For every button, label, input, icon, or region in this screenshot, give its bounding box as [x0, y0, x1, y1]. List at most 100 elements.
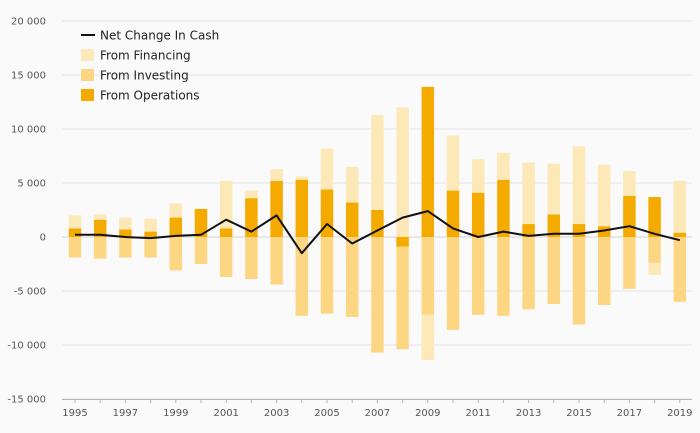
bar-from-operations	[119, 229, 132, 237]
bar-from-financing	[270, 168, 283, 181]
bar-from-financing	[597, 164, 611, 227]
legend-label-from-investing: From Investing	[100, 69, 189, 83]
bar-from-operations	[219, 228, 233, 237]
bar-from-operations	[345, 202, 359, 237]
bar-from-financing	[320, 148, 334, 190]
bar-from-investing	[547, 237, 561, 304]
y-tick-label: -10 000	[7, 341, 46, 352]
legend-label-from-financing: From Financing	[100, 49, 191, 63]
y-tick-label: 15 000	[11, 71, 46, 82]
bar-from-investing	[295, 237, 309, 316]
bar-from-financing	[572, 146, 586, 225]
bar-from-investing	[194, 237, 208, 264]
x-tick-label: 2019	[667, 408, 692, 419]
bar-from-financing	[169, 203, 183, 218]
bar-from-investing	[219, 237, 233, 277]
bar-from-investing	[572, 237, 586, 325]
bar-from-investing	[371, 237, 384, 353]
bar-from-financing	[295, 176, 309, 180]
bar-from-investing	[320, 237, 334, 314]
y-tick-label: -15 000	[7, 395, 46, 406]
y-tick-label: 0	[40, 233, 46, 244]
bar-from-financing	[371, 114, 384, 210]
legend-swatch-from-financing	[81, 49, 94, 61]
x-tick-label: 2001	[213, 408, 238, 419]
bar-from-financing	[673, 180, 687, 233]
bar-from-investing	[119, 237, 132, 258]
bar-from-operations	[648, 197, 661, 237]
y-axis-tick-labels: 20 000 15 000 10 000 5 000 0 -5 000 -10 000 -15…	[7, 17, 46, 406]
bar-from-operations	[270, 180, 283, 237]
bar-from-financing	[93, 214, 107, 220]
y-tick-label: 5 000	[17, 179, 46, 190]
bar-from-financing	[245, 190, 258, 199]
legend-label-net-change-in-cash: Net Change In Cash	[100, 29, 219, 43]
bar-from-financing	[547, 163, 561, 215]
x-tick-label: 2007	[365, 408, 390, 419]
bar-from-financing	[648, 262, 661, 275]
bar-from-financing	[396, 107, 409, 238]
x-tick-label: 2015	[566, 408, 591, 419]
x-tick-label: 1995	[62, 408, 87, 419]
bars	[68, 86, 687, 361]
bar-from-financing	[471, 159, 485, 193]
bar-from-operations	[169, 217, 183, 237]
bar-from-operations	[572, 224, 586, 237]
bar-from-operations	[597, 226, 611, 237]
legend-swatch-from-investing	[81, 69, 94, 81]
bar-from-investing	[396, 246, 409, 350]
bar-from-investing	[446, 237, 460, 330]
bar-from-investing	[68, 237, 82, 258]
x-tick-label: 2017	[617, 408, 642, 419]
bar-from-financing	[623, 171, 636, 196]
bar-from-investing	[245, 237, 258, 280]
bar-from-operations	[497, 179, 510, 237]
net-change-line	[75, 210, 681, 255]
x-tick-label: 2003	[264, 408, 289, 419]
x-tick-label: 2011	[465, 408, 490, 419]
bar-from-operations	[673, 232, 687, 237]
bar-from-operations	[421, 86, 435, 237]
bar-from-financing	[345, 166, 359, 203]
bar-from-financing	[68, 215, 82, 229]
bar-from-financing	[421, 314, 435, 361]
bar-from-operations	[396, 237, 409, 247]
bar-from-operations	[522, 224, 535, 237]
bar-from-investing	[345, 237, 359, 317]
bar-from-operations	[93, 219, 107, 237]
bar-from-financing	[219, 180, 233, 229]
bar-from-investing	[144, 237, 157, 258]
bar-from-financing	[446, 135, 460, 191]
bar-from-investing	[471, 237, 485, 315]
bar-from-investing	[648, 237, 661, 263]
bar-from-investing	[673, 237, 687, 302]
bar-from-operations	[623, 195, 636, 237]
bar-from-operations	[547, 214, 561, 237]
bar-from-financing	[522, 162, 535, 225]
bar-from-operations	[68, 228, 82, 237]
bar-from-operations	[194, 208, 208, 237]
bar-from-operations	[295, 179, 309, 237]
bar-from-investing	[522, 237, 535, 310]
bar-from-investing	[497, 237, 510, 316]
bar-from-investing	[169, 237, 183, 271]
y-tick-label: 10 000	[11, 125, 46, 136]
x-axis: 1995 1997 1999 2001 2003 2005 2007 2009 2011 2013…	[62, 399, 693, 419]
bar-from-financing	[119, 217, 132, 230]
bar-from-investing	[597, 237, 611, 306]
x-tick-label: 2009	[415, 408, 440, 419]
net-change-polyline	[75, 210, 681, 255]
legend: Net Change In Cash From Financing From Inv…	[81, 29, 219, 103]
bar-from-investing	[93, 237, 107, 259]
bar-from-operations	[144, 231, 157, 237]
legend-swatch-from-operations	[81, 89, 94, 101]
bar-from-investing	[270, 237, 283, 285]
x-tick-label: 2005	[314, 408, 339, 419]
bar-from-operations	[245, 198, 258, 237]
x-tick-label: 1999	[163, 408, 188, 419]
bar-from-financing	[497, 152, 510, 180]
x-tick-label: 2013	[516, 408, 541, 419]
bar-from-operations	[371, 210, 384, 237]
bar-from-operations	[471, 192, 485, 237]
